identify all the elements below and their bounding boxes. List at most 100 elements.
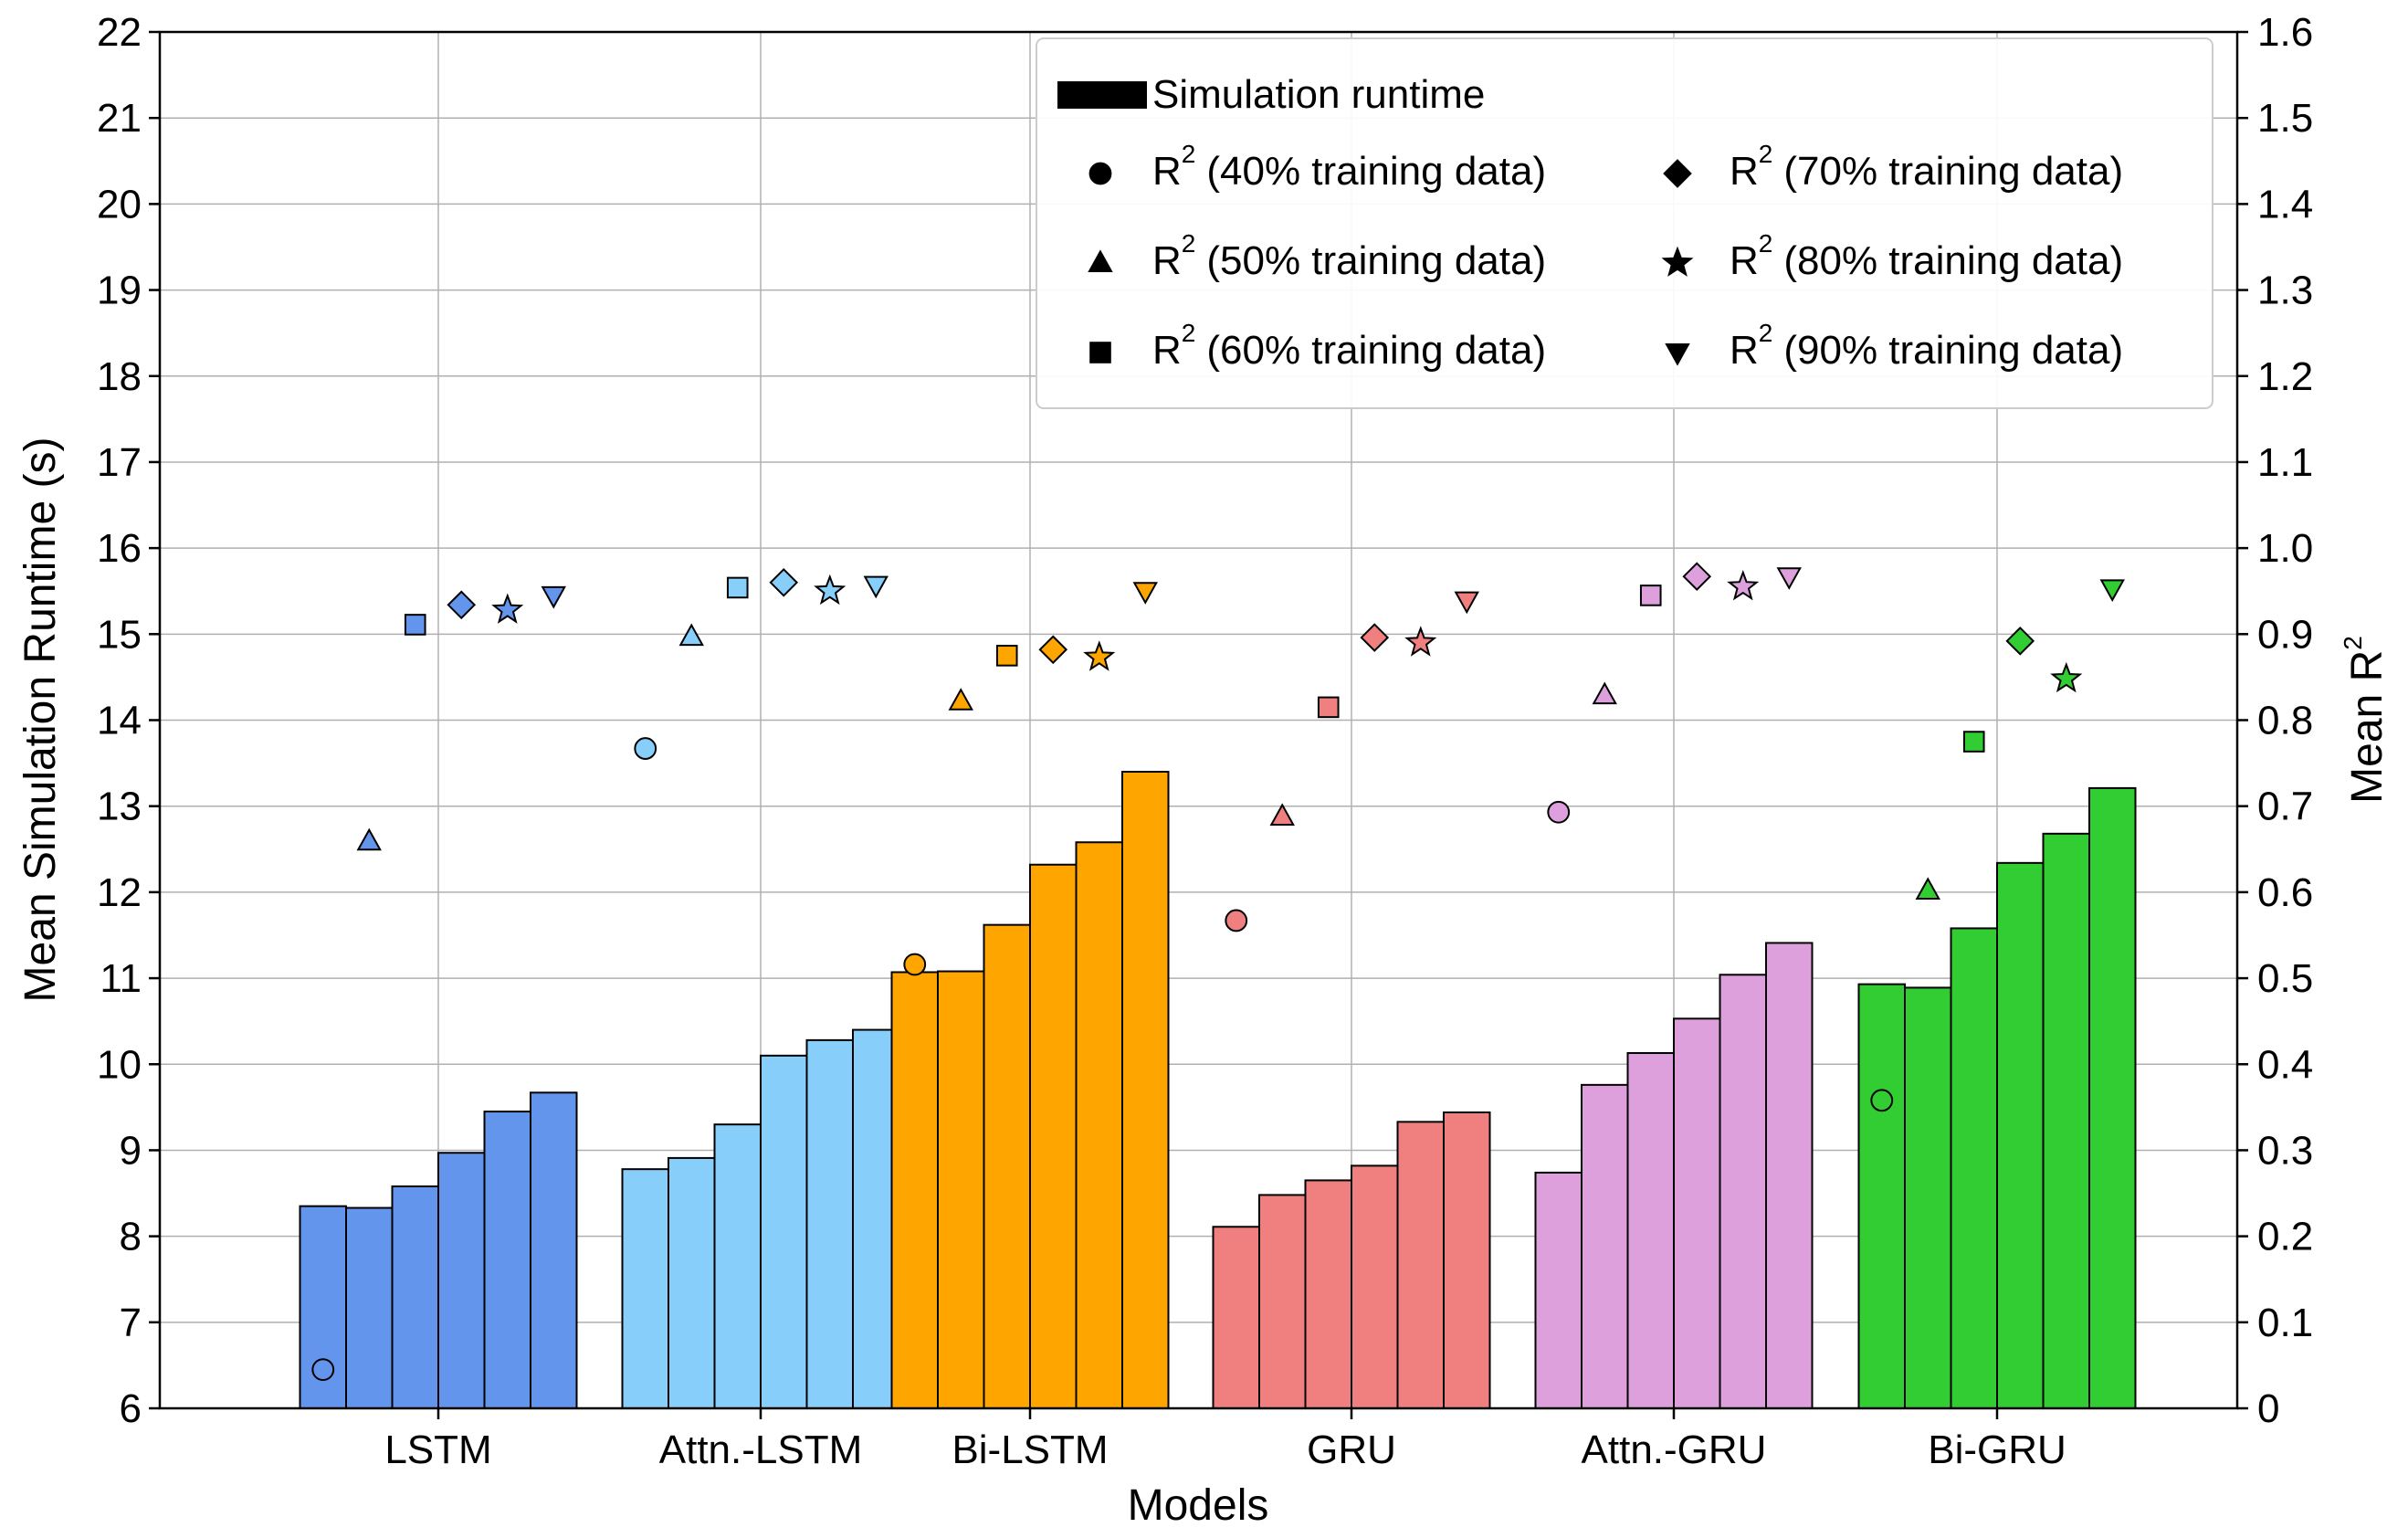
- y-axis-title: Mean Simulation Runtime (s): [16, 437, 65, 1003]
- y2-tick-label: 0.9: [2257, 612, 2313, 657]
- left-axis-ticks: 6 7 8 9 10 11 12 13 14 15 16 17 18 19 20 21 22: [97, 10, 160, 1431]
- y-tick-label: 21: [97, 96, 142, 141]
- r2-marker-attn-gru-60pct: [1639, 585, 1662, 606]
- bar-attn-lstm-50pct: [668, 1156, 716, 1410]
- legend-r2-sup: 2: [1182, 140, 1196, 168]
- r2-marker-attn-gru-40pct: [1547, 800, 1571, 824]
- bar-bi-lstm-60pct: [983, 923, 1031, 1409]
- y2-axis-title: Mean R2: [2339, 636, 2392, 804]
- legend-r2-sup: 2: [1759, 319, 1773, 347]
- r2-marker-bi-lstm-40pct: [903, 953, 927, 976]
- r2-marker-lstm-70pct: [447, 590, 477, 620]
- bar-gru-80pct: [1396, 1121, 1445, 1409]
- r2-marker-attn-gru-90pct: [1776, 567, 1802, 590]
- legend-marker-60pct: [1089, 342, 1111, 363]
- legend-entry-text: (50% training data): [1206, 238, 1546, 283]
- legend-r2-sup: 2: [1182, 229, 1196, 258]
- r2-marker-lstm-40pct: [311, 1358, 335, 1382]
- legend-entry-text: (60% training data): [1206, 328, 1546, 373]
- r2-marker-bi-gru-90pct: [2099, 579, 2125, 603]
- r2-marker-bi-lstm-60pct: [995, 645, 1018, 667]
- r2-marker-gru-40pct: [1225, 909, 1248, 932]
- r2-marker-attn-lstm-40pct: [634, 737, 657, 760]
- y-tick-label: 22: [97, 10, 142, 55]
- y2-tick-label: 1.4: [2257, 182, 2313, 226]
- r2-marker-attn-lstm-90pct: [863, 575, 889, 599]
- bar-gru-40pct: [1212, 1226, 1260, 1410]
- y2-tick-label: 0.5: [2257, 956, 2313, 1001]
- legend-marker-70pct: [1663, 159, 1692, 188]
- r2-marker-attn-gru-50pct: [1592, 681, 1617, 705]
- y-tick-label: 14: [97, 699, 142, 743]
- legend-r2-prefix: R: [1730, 238, 1759, 283]
- y2-tick-label: 0: [2257, 1386, 2279, 1431]
- r2-marker-lstm-90pct: [541, 585, 566, 609]
- bar-bi-lstm-80pct: [1075, 841, 1123, 1409]
- y-tick-label: 12: [97, 870, 142, 915]
- y2-tick-label: 0.4: [2257, 1042, 2313, 1087]
- legend-entry-text: (40% training data): [1206, 149, 1546, 194]
- bar-bi-lstm-50pct: [937, 970, 985, 1409]
- legend-entry-text: (80% training data): [1783, 238, 2123, 283]
- legend-r2-sup: 2: [1182, 319, 1196, 347]
- y-tick-label: 6: [120, 1386, 142, 1431]
- r2-marker-gru-50pct: [1269, 803, 1295, 826]
- r2-marker-attn-lstm-50pct: [678, 623, 704, 647]
- y2-tick-label: 0.7: [2257, 785, 2313, 829]
- x-tick-label: Bi-LSTM: [952, 1427, 1108, 1472]
- y-tick-label: 16: [97, 526, 142, 571]
- x-axis-title: Models: [1128, 1481, 1269, 1530]
- bar-gru-90pct: [1443, 1111, 1491, 1409]
- legend-r2-prefix: R: [1152, 238, 1182, 283]
- r2-marker-attn-gru-70pct: [1682, 562, 1712, 592]
- y2-tick-label: 0.1: [2257, 1301, 2313, 1345]
- x-tick-label: Bi-GRU: [1928, 1427, 2066, 1472]
- r2-marker-lstm-80pct: [491, 593, 524, 624]
- bar-attn-gru-80pct: [1719, 974, 1767, 1410]
- legend-marker-50pct: [1088, 249, 1113, 272]
- y-tick-label: 17: [97, 440, 142, 485]
- r2-marker-bi-gru-40pct: [1870, 1089, 1894, 1112]
- bar-lstm-70pct: [437, 1152, 486, 1410]
- runtime-bars: [299, 771, 2137, 1410]
- bar-attn-lstm-80pct: [805, 1038, 854, 1409]
- y2-tick-label: 1.1: [2257, 440, 2313, 485]
- r2-marker-bi-lstm-70pct: [1038, 635, 1068, 665]
- x-tick-label: Attn.-LSTM: [659, 1427, 863, 1472]
- r2-marker-gru-90pct: [1454, 591, 1479, 615]
- y-tick-label: 7: [120, 1301, 142, 1345]
- r2-marker-bi-gru-70pct: [2005, 627, 2035, 656]
- r2-marker-bi-gru-60pct: [1962, 731, 1985, 753]
- y2-axis-title-text: Mean R: [2343, 650, 2392, 804]
- legend: Simulation runtime R2 (40% training data)…: [1036, 37, 2213, 409]
- y2-tick-label: 1.6: [2257, 10, 2313, 55]
- legend-entry-text: (90% training data): [1783, 328, 2123, 373]
- y2-tick-label: 1.3: [2257, 269, 2313, 313]
- r2-marker-lstm-50pct: [356, 827, 382, 851]
- y-tick-label: 18: [97, 354, 142, 399]
- y2-tick-label: 0.8: [2257, 699, 2313, 743]
- bar-attn-gru-90pct: [1765, 942, 1814, 1410]
- legend-r2-sup: 2: [1759, 229, 1773, 258]
- bar-gru-70pct: [1351, 1164, 1399, 1409]
- legend-marker-90pct: [1665, 343, 1690, 366]
- y2-tick-label: 1.5: [2257, 96, 2313, 141]
- r2-marker-gru-80pct: [1404, 626, 1437, 657]
- bar-bi-gru-50pct: [1904, 986, 1952, 1409]
- bar-bi-lstm-90pct: [1121, 771, 1170, 1409]
- bar-bi-gru-70pct: [1996, 861, 2045, 1409]
- legend-marker-40pct: [1088, 162, 1112, 185]
- y-tick-label: 20: [97, 182, 142, 226]
- bar-attn-gru-70pct: [1673, 1017, 1721, 1409]
- bar-attn-lstm-60pct: [713, 1123, 762, 1410]
- bar-bi-gru-80pct: [2042, 832, 2090, 1409]
- y-tick-label: 8: [120, 1215, 142, 1259]
- legend-label-40pct: R2 (40% training data): [1152, 140, 1546, 194]
- r2-marker-attn-lstm-60pct: [726, 576, 749, 599]
- bar-attn-gru-50pct: [1581, 1083, 1629, 1409]
- legend-runtime-swatch: [1057, 81, 1147, 109]
- bar-lstm-50pct: [345, 1206, 394, 1409]
- legend-label-50pct: R2 (50% training data): [1152, 229, 1546, 283]
- bar-lstm-80pct: [483, 1111, 531, 1409]
- legend-label-60pct: R2 (60% training data): [1152, 319, 1546, 373]
